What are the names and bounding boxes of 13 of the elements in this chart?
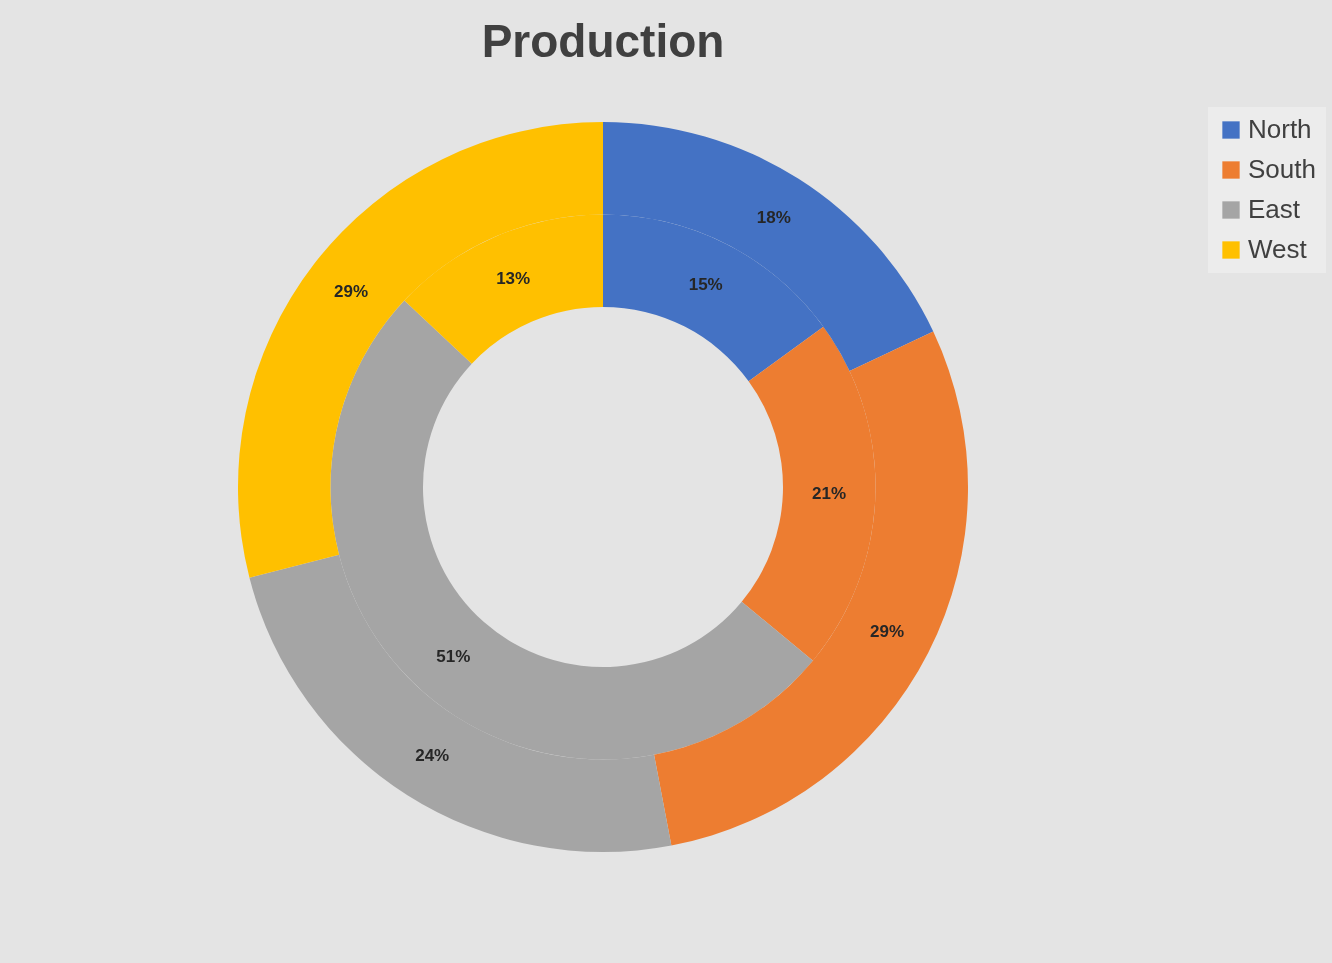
data-label: 51%: [436, 646, 471, 666]
legend-label: East: [1248, 194, 1301, 224]
legend-label: West: [1248, 234, 1308, 264]
chart-title: Production: [481, 15, 725, 67]
data-label: 13%: [496, 269, 531, 289]
data-label: 29%: [334, 281, 369, 301]
legend-label: North: [1248, 114, 1312, 144]
legend-label: South: [1248, 154, 1316, 184]
data-label: 18%: [756, 207, 791, 227]
data-label: 15%: [688, 275, 723, 295]
data-label: 29%: [869, 621, 905, 641]
data-label: 24%: [415, 746, 450, 766]
data-label: 21%: [812, 484, 847, 504]
